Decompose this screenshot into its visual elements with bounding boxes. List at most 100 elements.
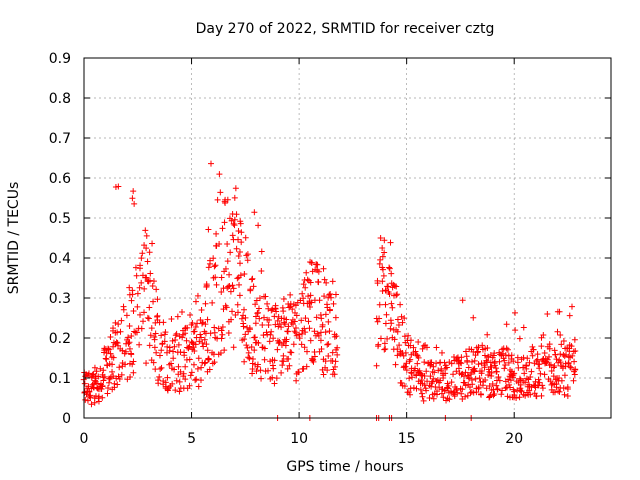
data-point — [511, 370, 518, 377]
data-point — [197, 377, 204, 384]
data-point — [205, 355, 212, 362]
data-point — [423, 368, 430, 375]
data-point — [430, 375, 437, 382]
data-point — [204, 316, 211, 323]
data-point — [305, 318, 312, 325]
data-point — [537, 370, 544, 377]
data-point — [523, 365, 530, 372]
data-point — [464, 392, 471, 399]
data-point — [211, 324, 218, 331]
data-point — [101, 373, 108, 380]
data-point — [262, 293, 269, 300]
data-point — [171, 366, 178, 373]
data-point — [210, 255, 217, 262]
data-point — [217, 349, 224, 356]
data-point — [149, 283, 156, 290]
data-point — [128, 333, 135, 340]
data-point — [218, 335, 225, 342]
data-point — [468, 377, 475, 384]
data-point — [407, 356, 414, 363]
data-point — [385, 283, 392, 290]
data-point — [267, 331, 274, 338]
data-point — [269, 362, 276, 369]
data-point — [103, 356, 110, 363]
data-point — [143, 232, 150, 239]
data-point — [191, 328, 198, 335]
data-point — [147, 270, 154, 277]
data-point — [448, 379, 455, 386]
data-point — [325, 318, 332, 325]
data-point — [546, 353, 553, 360]
data-point — [168, 360, 175, 367]
data-point — [224, 196, 231, 203]
data-point — [93, 368, 100, 375]
data-point — [200, 343, 207, 350]
data-point — [401, 383, 408, 390]
data-point — [143, 274, 150, 281]
data-point — [125, 334, 132, 341]
data-point — [100, 367, 107, 374]
data-point — [386, 264, 393, 271]
data-point — [489, 380, 496, 387]
data-point — [394, 328, 401, 335]
data-layer — [80, 160, 579, 421]
data-point — [278, 369, 285, 376]
data-point — [144, 258, 151, 265]
data-point — [228, 217, 235, 224]
data-point — [212, 274, 219, 281]
data-point — [466, 375, 473, 382]
data-point — [410, 344, 417, 351]
data-point — [244, 257, 251, 264]
data-point — [186, 343, 193, 350]
data-point — [557, 359, 564, 366]
data-point — [222, 265, 229, 272]
data-point — [181, 352, 188, 359]
data-point — [149, 240, 156, 247]
data-point — [556, 308, 563, 315]
data-point — [535, 376, 542, 383]
x-tick-label: 15 — [398, 431, 416, 447]
data-point — [126, 284, 133, 291]
data-point — [115, 342, 122, 349]
data-point — [187, 312, 194, 319]
data-point — [417, 386, 424, 393]
data-point — [375, 341, 382, 348]
data-point — [322, 358, 329, 365]
data-point — [129, 195, 136, 202]
data-point — [202, 359, 209, 366]
data-point — [492, 362, 498, 369]
data-point — [134, 290, 141, 297]
data-point — [156, 373, 163, 380]
data-point — [472, 375, 479, 382]
data-point — [107, 350, 114, 357]
data-point — [568, 343, 575, 350]
data-point — [231, 194, 238, 201]
plot-frame — [83, 57, 612, 419]
data-point — [237, 220, 244, 227]
data-point — [227, 249, 234, 256]
data-point — [484, 344, 491, 351]
y-tick-label: 0.8 — [49, 91, 71, 107]
data-point — [522, 392, 529, 399]
data-point — [407, 337, 414, 344]
data-point — [388, 300, 395, 307]
data-point — [551, 347, 558, 354]
data-point — [164, 387, 171, 394]
data-point — [397, 301, 404, 308]
data-point — [565, 359, 572, 366]
data-point — [134, 303, 141, 310]
data-point — [129, 361, 136, 368]
data-point — [433, 391, 440, 398]
data-point — [154, 377, 161, 384]
data-point — [441, 359, 448, 366]
data-point — [322, 311, 329, 318]
data-point — [438, 349, 445, 356]
data-point — [128, 350, 135, 357]
data-point — [496, 358, 503, 365]
data-point — [249, 275, 256, 282]
data-point — [153, 349, 160, 356]
data-point — [202, 321, 209, 328]
data-point — [313, 314, 320, 321]
data-point — [502, 361, 509, 368]
data-point — [377, 235, 384, 242]
